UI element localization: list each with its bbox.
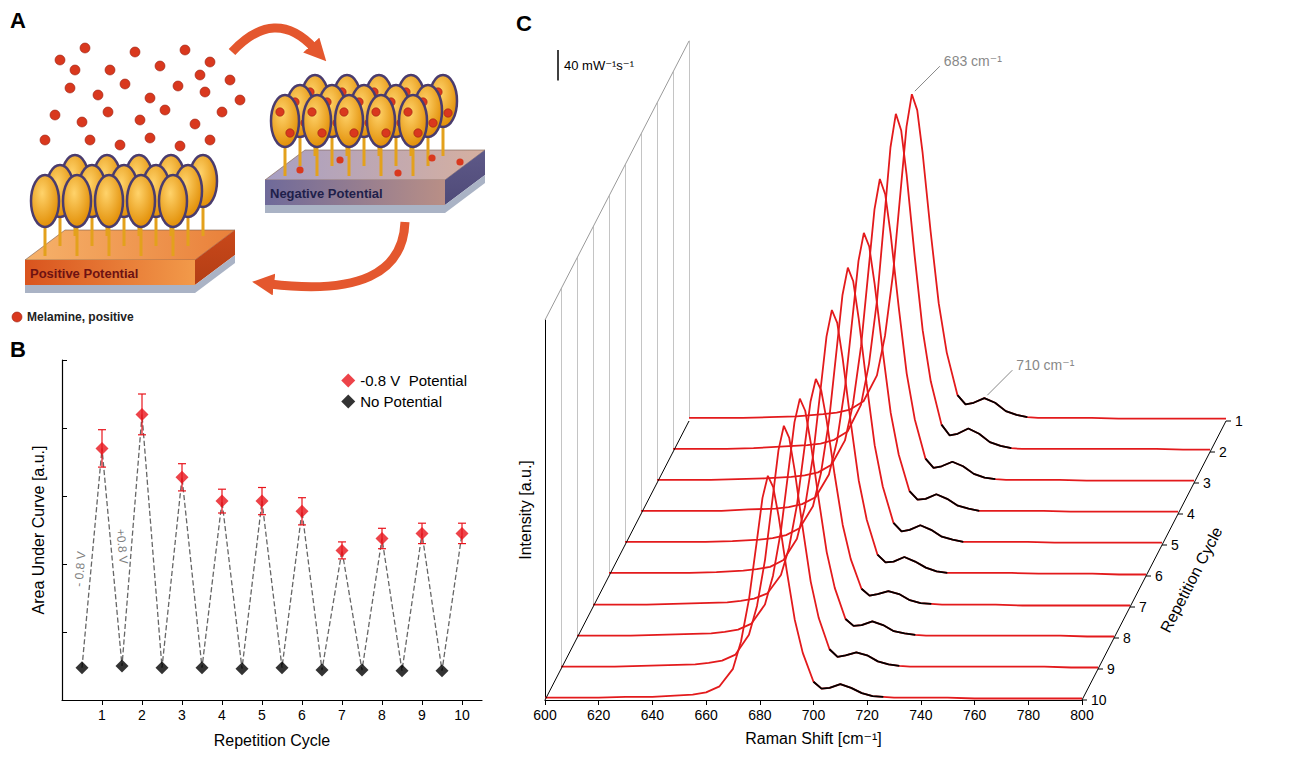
svg-text:3: 3	[1203, 475, 1211, 491]
svg-text:710 cm⁻¹: 710 cm⁻¹	[1016, 357, 1074, 373]
svg-text:7: 7	[1139, 599, 1147, 615]
svg-text:Intensity [a.u.]: Intensity [a.u.]	[517, 460, 534, 560]
svg-text:+0.8 V: +0.8 V	[113, 528, 130, 564]
svg-text:800: 800	[1070, 707, 1094, 723]
svg-text:4: 4	[1187, 506, 1195, 522]
svg-text:A: A	[10, 8, 26, 33]
svg-text:760: 760	[963, 707, 987, 723]
svg-text:4: 4	[218, 707, 226, 723]
svg-text:6: 6	[1155, 568, 1163, 584]
svg-text:B: B	[10, 337, 26, 362]
svg-text:Repetition Cycle: Repetition Cycle	[214, 732, 331, 749]
svg-text:C: C	[516, 11, 532, 36]
svg-text:660: 660	[694, 707, 718, 723]
svg-text:10: 10	[1091, 692, 1107, 708]
svg-text:7: 7	[338, 707, 346, 723]
svg-text:680: 680	[748, 707, 772, 723]
svg-text:720: 720	[856, 707, 880, 723]
svg-text:9: 9	[1107, 661, 1115, 677]
svg-text:Repetition Cycle: Repetition Cycle	[1157, 524, 1226, 635]
svg-text:Area Under Curve [a.u.]: Area Under Curve [a.u.]	[30, 446, 47, 615]
svg-text:5: 5	[1171, 537, 1179, 553]
svg-text:Negative Potential: Negative Potential	[270, 186, 383, 201]
svg-text:700: 700	[802, 707, 826, 723]
svg-text:- 0.8 V: - 0.8 V	[71, 551, 88, 587]
svg-text:9: 9	[418, 707, 426, 723]
svg-text:Positive Potential: Positive Potential	[30, 266, 138, 281]
svg-text:2: 2	[1219, 444, 1227, 460]
svg-text:780: 780	[1017, 707, 1041, 723]
svg-text:6: 6	[298, 707, 306, 723]
svg-text:1: 1	[1235, 413, 1243, 429]
svg-text:8: 8	[378, 707, 386, 723]
svg-text:-0.8 V Potential: -0.8 V Potential	[360, 372, 467, 389]
svg-text:40 mW⁻¹s⁻¹: 40 mW⁻¹s⁻¹	[564, 58, 635, 73]
svg-text:740: 740	[909, 707, 933, 723]
svg-text:10: 10	[454, 707, 470, 723]
svg-text:8: 8	[1123, 630, 1131, 646]
svg-text:683 cm⁻¹: 683 cm⁻¹	[944, 53, 1002, 69]
svg-text:600: 600	[533, 707, 557, 723]
svg-text:2: 2	[138, 707, 146, 723]
svg-text:640: 640	[641, 707, 665, 723]
svg-text:3: 3	[178, 707, 186, 723]
svg-text:Raman Shift [cm⁻¹]: Raman Shift [cm⁻¹]	[745, 730, 881, 747]
svg-text:Melamine, positive: Melamine, positive	[27, 310, 134, 324]
svg-text:1: 1	[98, 707, 106, 723]
svg-text:620: 620	[587, 707, 611, 723]
svg-text:No Potential: No Potential	[360, 393, 442, 410]
svg-text:5: 5	[258, 707, 266, 723]
